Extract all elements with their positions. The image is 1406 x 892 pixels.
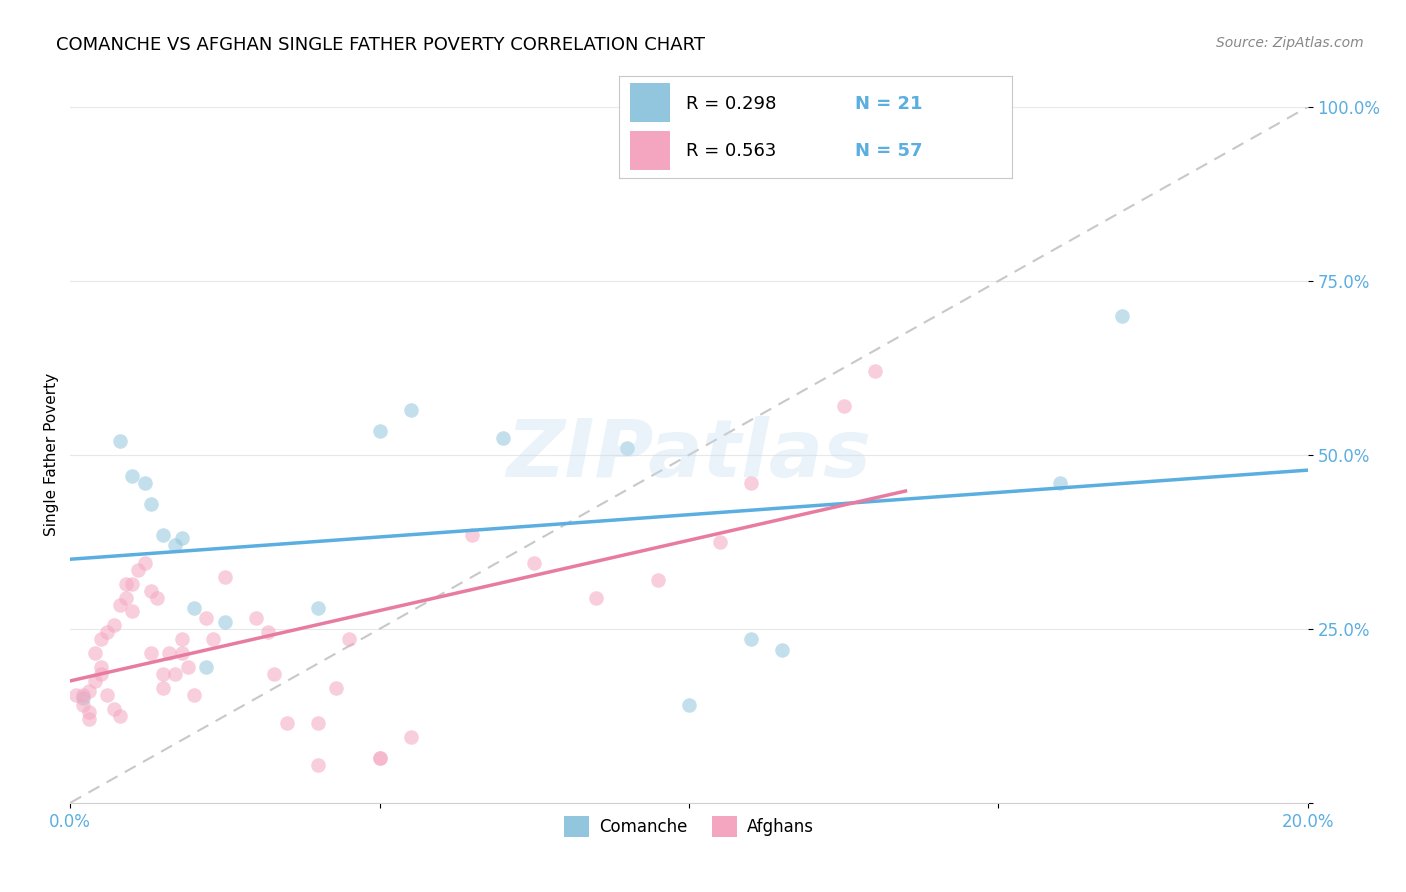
Point bbox=[647, 573, 669, 587]
Point bbox=[276, 715, 298, 730]
Point bbox=[77, 684, 100, 698]
Point bbox=[134, 556, 156, 570]
Point bbox=[214, 615, 236, 629]
Point bbox=[165, 538, 187, 552]
Point bbox=[152, 667, 174, 681]
Point bbox=[90, 632, 112, 647]
Point bbox=[90, 667, 112, 681]
Point bbox=[214, 570, 236, 584]
Point bbox=[177, 660, 200, 674]
Text: R = 0.298: R = 0.298 bbox=[686, 95, 776, 112]
Point bbox=[832, 399, 855, 413]
Point bbox=[257, 625, 280, 640]
Point bbox=[134, 475, 156, 490]
Point bbox=[399, 730, 422, 744]
Point bbox=[1111, 309, 1133, 323]
FancyBboxPatch shape bbox=[630, 131, 669, 170]
Point bbox=[307, 757, 329, 772]
Point bbox=[461, 528, 484, 542]
Point bbox=[678, 698, 700, 713]
Point bbox=[103, 702, 125, 716]
Point bbox=[325, 681, 347, 695]
Point bbox=[108, 434, 131, 448]
Point bbox=[96, 625, 118, 640]
Point bbox=[103, 618, 125, 632]
Point bbox=[263, 667, 285, 681]
Legend: Comanche, Afghans: Comanche, Afghans bbox=[557, 810, 821, 843]
Point bbox=[77, 706, 100, 720]
Point bbox=[245, 611, 267, 625]
Y-axis label: Single Father Poverty: Single Father Poverty bbox=[44, 374, 59, 536]
FancyBboxPatch shape bbox=[630, 83, 669, 122]
Point bbox=[863, 364, 886, 378]
Point bbox=[65, 688, 87, 702]
Point bbox=[115, 591, 138, 605]
Point bbox=[183, 601, 205, 615]
Point bbox=[139, 583, 162, 598]
Point bbox=[307, 715, 329, 730]
Point bbox=[152, 528, 174, 542]
Point bbox=[368, 424, 391, 438]
Point bbox=[152, 681, 174, 695]
Point bbox=[72, 691, 94, 706]
Point bbox=[108, 708, 131, 723]
Point bbox=[121, 576, 143, 591]
Point bbox=[170, 646, 193, 660]
Point bbox=[157, 646, 180, 660]
Point bbox=[146, 591, 169, 605]
Point bbox=[72, 698, 94, 713]
Point bbox=[170, 532, 193, 546]
Point bbox=[709, 534, 731, 549]
Point bbox=[770, 642, 793, 657]
Point bbox=[84, 674, 107, 689]
Text: N = 57: N = 57 bbox=[855, 142, 922, 160]
Point bbox=[337, 632, 360, 647]
Text: N = 21: N = 21 bbox=[855, 95, 922, 112]
Text: R = 0.563: R = 0.563 bbox=[686, 142, 776, 160]
Point bbox=[368, 750, 391, 764]
Point bbox=[201, 632, 224, 647]
Point bbox=[740, 475, 762, 490]
Point bbox=[77, 712, 100, 726]
Point bbox=[368, 750, 391, 764]
Point bbox=[740, 632, 762, 647]
Point bbox=[127, 563, 149, 577]
Point bbox=[108, 598, 131, 612]
Point bbox=[616, 441, 638, 455]
Point bbox=[170, 632, 193, 647]
Point bbox=[183, 688, 205, 702]
Point bbox=[195, 660, 218, 674]
Point bbox=[72, 688, 94, 702]
Point bbox=[90, 660, 112, 674]
Point bbox=[585, 591, 607, 605]
Point bbox=[121, 468, 143, 483]
Point bbox=[139, 646, 162, 660]
Point bbox=[139, 497, 162, 511]
Point bbox=[399, 402, 422, 417]
Point bbox=[96, 688, 118, 702]
Point bbox=[1049, 475, 1071, 490]
Point bbox=[523, 556, 546, 570]
Text: ZIPatlas: ZIPatlas bbox=[506, 416, 872, 494]
Text: Source: ZipAtlas.com: Source: ZipAtlas.com bbox=[1216, 36, 1364, 50]
Point bbox=[121, 605, 143, 619]
Point bbox=[84, 646, 107, 660]
Point bbox=[195, 611, 218, 625]
Text: COMANCHE VS AFGHAN SINGLE FATHER POVERTY CORRELATION CHART: COMANCHE VS AFGHAN SINGLE FATHER POVERTY… bbox=[56, 36, 706, 54]
Point bbox=[165, 667, 187, 681]
Point bbox=[307, 601, 329, 615]
Point bbox=[492, 430, 515, 444]
Point bbox=[115, 576, 138, 591]
